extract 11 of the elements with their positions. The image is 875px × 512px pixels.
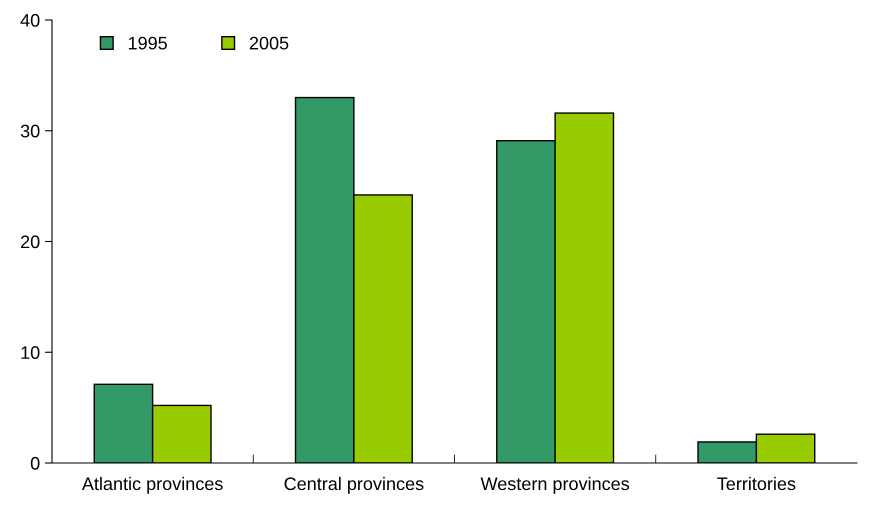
legend-label: 2005 [250,36,288,50]
legend-label: 1995 [128,36,167,50]
x-tick-label: Western provinces [480,476,630,494]
x-tick-label: Atlantic provinces [82,476,223,494]
y-tick-label: 20 [21,235,40,248]
x-tick-label: Central provinces [284,476,424,494]
y-tick-label: 10 [21,346,40,359]
y-tick-label: 40 [20,14,40,27]
y-tick-label: 0 [30,456,40,470]
x-tick-label: Territories [717,476,796,490]
y-tick-label: 30 [20,124,40,138]
